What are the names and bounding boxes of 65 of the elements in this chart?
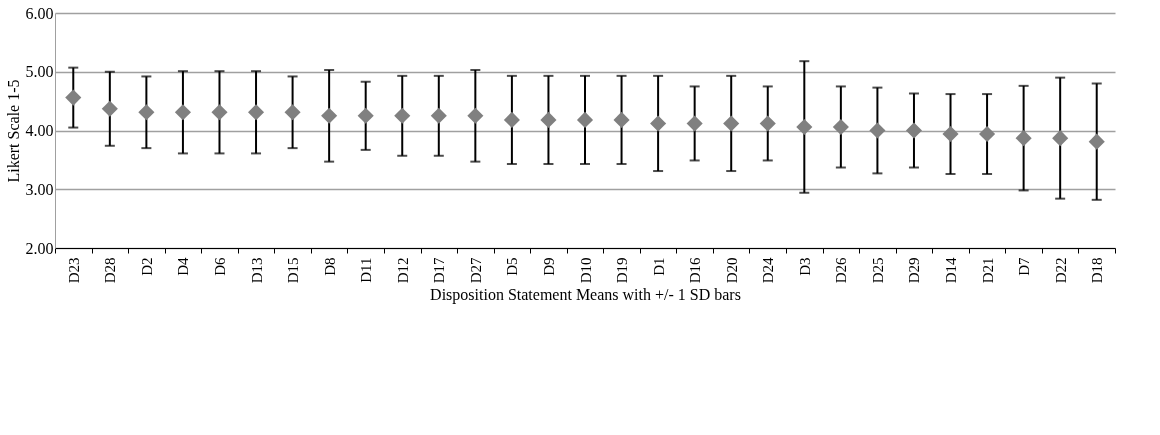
point bbox=[211, 104, 228, 121]
x-tick-label: D29 bbox=[906, 257, 923, 284]
x-tick-label: D11 bbox=[358, 257, 375, 283]
x-tick-label: D10 bbox=[577, 257, 594, 284]
x-tick-label: D25 bbox=[869, 257, 886, 284]
x-tick-label: D6 bbox=[211, 257, 228, 276]
point bbox=[174, 104, 191, 121]
x-tick-label: D1 bbox=[650, 257, 667, 276]
point bbox=[467, 107, 484, 124]
y-tick-label: 2.00 bbox=[25, 239, 54, 257]
point bbox=[138, 104, 155, 121]
x-tick-label: D8 bbox=[321, 257, 338, 276]
x-tick-label: D24 bbox=[760, 257, 777, 284]
point bbox=[284, 104, 301, 121]
y-tick-label: 6.00 bbox=[25, 4, 54, 22]
x-tick-label: D26 bbox=[833, 257, 850, 284]
point bbox=[613, 111, 630, 128]
point bbox=[430, 107, 447, 124]
point bbox=[576, 111, 594, 128]
x-tick-label: D28 bbox=[102, 257, 119, 284]
point bbox=[321, 107, 338, 124]
x-tick-label: D20 bbox=[723, 257, 740, 284]
x-tick-label: D15 bbox=[285, 257, 302, 284]
x-tick-label: D16 bbox=[687, 257, 704, 284]
point bbox=[905, 122, 923, 139]
point bbox=[1052, 130, 1069, 147]
point bbox=[723, 115, 740, 132]
point bbox=[65, 89, 82, 106]
x-tick-label: D3 bbox=[796, 257, 813, 276]
x-tick-label: D23 bbox=[65, 257, 82, 284]
point bbox=[101, 100, 118, 117]
x-tick-label: D2 bbox=[138, 257, 155, 276]
x-tick-label: D12 bbox=[394, 257, 411, 284]
x-tick-label: D17 bbox=[431, 257, 448, 284]
x-tick-label: D22 bbox=[1052, 257, 1069, 284]
point bbox=[540, 111, 557, 128]
x-tick-label: D18 bbox=[1089, 257, 1106, 284]
y-axis-title: Likert Scale 1-5 bbox=[4, 79, 22, 183]
point bbox=[979, 125, 996, 143]
y-tick-label: 3.00 bbox=[25, 180, 54, 198]
point bbox=[650, 115, 667, 132]
point bbox=[1015, 130, 1032, 147]
x-tick-label: D13 bbox=[248, 257, 265, 284]
x-axis-title: Disposition Statement Means with +/- 1 SD bars bbox=[430, 286, 741, 305]
y-tick-label: 4.00 bbox=[25, 122, 54, 139]
x-tick-label: D21 bbox=[979, 257, 996, 284]
y-tick-label: 5.00 bbox=[25, 63, 54, 81]
point bbox=[394, 107, 411, 124]
x-tick-label: D14 bbox=[943, 257, 960, 284]
point bbox=[1088, 133, 1105, 150]
x-tick-label: D5 bbox=[504, 257, 521, 276]
point bbox=[832, 118, 849, 136]
point bbox=[357, 107, 374, 124]
point bbox=[796, 118, 813, 136]
point bbox=[247, 104, 265, 121]
point bbox=[942, 125, 959, 143]
point bbox=[503, 111, 520, 128]
x-tick-label: D19 bbox=[614, 257, 631, 284]
point bbox=[686, 115, 703, 132]
x-tick-label: D7 bbox=[1016, 257, 1033, 276]
x-tick-label: D27 bbox=[467, 257, 484, 284]
point bbox=[759, 115, 776, 132]
point bbox=[869, 122, 886, 139]
x-tick-label: D9 bbox=[540, 257, 557, 276]
x-tick-label: D4 bbox=[175, 257, 192, 276]
